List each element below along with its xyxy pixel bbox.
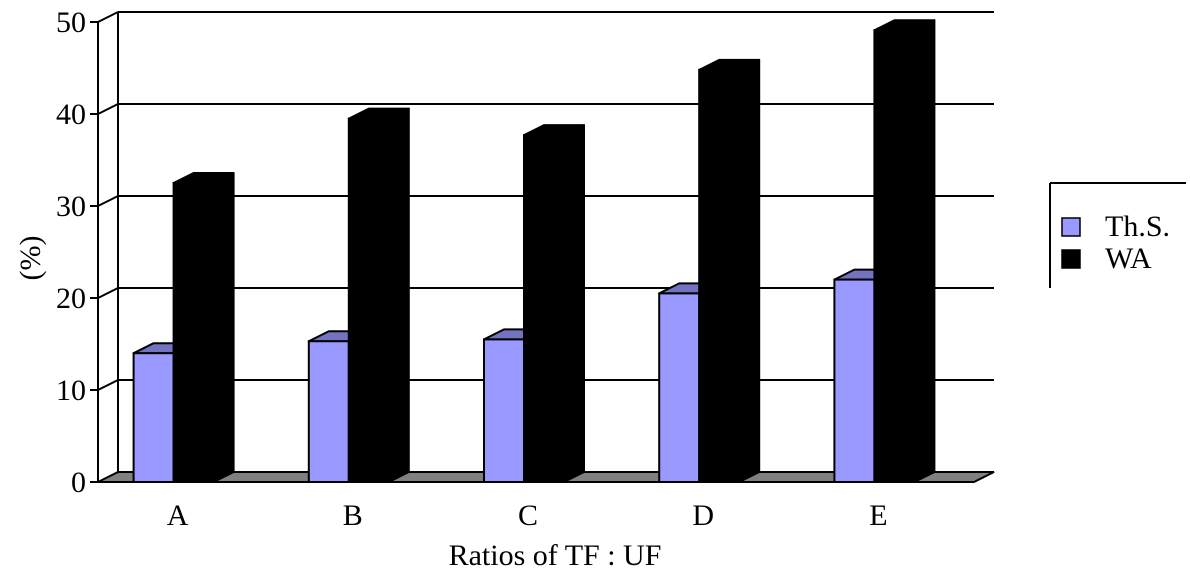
- gridline-depth: [97, 103, 119, 115]
- bar-front: [833, 278, 876, 483]
- bar-side: [212, 172, 235, 483]
- y-tick-label: 50: [56, 6, 86, 39]
- bar-front: [483, 338, 525, 483]
- x-tick-label: C: [518, 499, 538, 532]
- x-axis-title: Ratios of TF : UF: [449, 539, 662, 572]
- y-axis: [97, 12, 119, 482]
- gridline-depth: [97, 195, 119, 207]
- bar-front: [172, 182, 215, 483]
- y-axis-title: (%): [14, 236, 47, 281]
- bar-side: [387, 107, 410, 483]
- bar-side: [738, 58, 761, 483]
- x-tick-label: D: [692, 499, 714, 532]
- bar-front: [658, 292, 701, 483]
- x-tick-label: B: [343, 499, 363, 532]
- legend: Th.S.WA: [1049, 182, 1186, 288]
- gridline-depth: [97, 11, 119, 23]
- y-tick-label: 0: [71, 466, 86, 499]
- bar-side: [913, 19, 936, 483]
- bar-front: [347, 117, 390, 483]
- bar-front: [307, 340, 350, 483]
- y-tick-label: 40: [56, 98, 86, 131]
- bar-wa-A: [172, 172, 235, 483]
- bar-wa-D: [698, 58, 761, 483]
- bar-front: [873, 29, 916, 484]
- x-tick-label: A: [167, 499, 189, 532]
- bar-front: [132, 352, 175, 484]
- legend-label: Th.S.: [1105, 210, 1170, 243]
- y-tick-label: 20: [56, 282, 86, 315]
- bar-front: [698, 68, 741, 483]
- y-tick-label: 30: [56, 190, 86, 223]
- gridline-depth: [97, 287, 119, 299]
- gridline-depth: [97, 379, 119, 391]
- legend-swatch: [1061, 249, 1081, 269]
- legend-swatch: [1061, 217, 1081, 237]
- y-tick-label: 10: [56, 374, 86, 407]
- x-category-labels: A B C D E: [167, 499, 888, 532]
- legend-label: WA: [1105, 242, 1152, 275]
- bar-wa-E: [873, 19, 936, 484]
- x-tick-label: E: [869, 499, 887, 532]
- bars: [132, 19, 936, 484]
- y-tick-labels: 0 10 20 30 40 50: [56, 6, 98, 499]
- bar-side: [563, 124, 585, 483]
- bar-front: [523, 134, 565, 483]
- bar-wa-B: [347, 107, 410, 483]
- bar-wa-C: [523, 124, 585, 483]
